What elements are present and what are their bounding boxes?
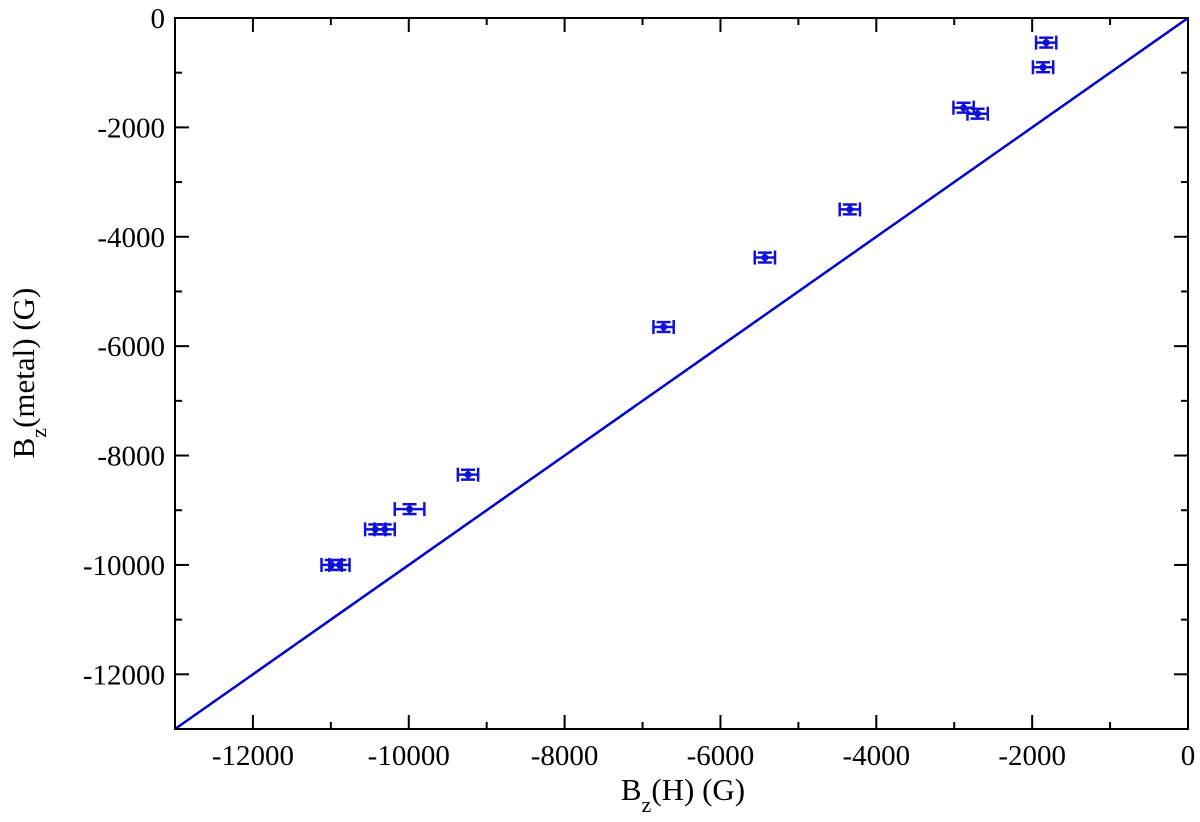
data-point	[966, 106, 989, 121]
y-tick-label: -6000	[97, 331, 165, 363]
x-tick-label: -8000	[531, 740, 599, 772]
x-tick-label: -10000	[368, 740, 450, 772]
x-tick-label: -2000	[998, 740, 1066, 772]
point-marker	[406, 505, 414, 513]
data-point	[952, 100, 975, 115]
data-point	[328, 557, 351, 572]
point-marker	[335, 561, 343, 569]
plot-frame	[174, 17, 1189, 730]
point-marker	[1042, 39, 1050, 47]
y-tick-label: -4000	[97, 222, 165, 254]
y-tick-label: -10000	[83, 550, 165, 582]
data-point	[373, 522, 396, 537]
x-tick-label: 0	[1181, 740, 1196, 772]
point-marker	[381, 525, 389, 533]
point-marker	[960, 104, 968, 112]
y-tick-label: -2000	[97, 112, 165, 144]
data-point	[1031, 60, 1055, 75]
y-tick-label: -12000	[83, 659, 165, 691]
point-marker	[761, 254, 769, 262]
data-point	[652, 320, 675, 335]
data-point	[393, 502, 426, 517]
point-marker	[464, 471, 472, 479]
y-tick-label: -8000	[97, 441, 165, 473]
x-tick-label: -12000	[212, 740, 294, 772]
data-point	[456, 467, 480, 482]
x-tick-label: -4000	[842, 740, 910, 772]
reference-line	[174, 16, 1189, 731]
y-tick-label: 0	[151, 3, 166, 35]
point-marker	[846, 205, 854, 213]
point-marker	[974, 110, 982, 118]
data-point	[753, 250, 777, 265]
x-tick-label: -6000	[687, 740, 755, 772]
y-axis-label: Bz(metal) (G)	[6, 288, 51, 459]
x-axis-label: Bz(H) (G)	[621, 772, 745, 817]
data-point	[1034, 35, 1058, 50]
point-marker	[1039, 63, 1047, 71]
point-marker	[660, 323, 668, 331]
data-point	[838, 202, 862, 217]
